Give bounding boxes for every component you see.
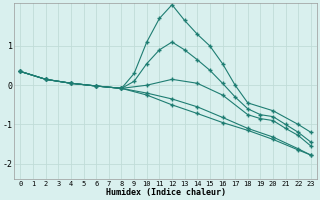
X-axis label: Humidex (Indice chaleur): Humidex (Indice chaleur) [106,188,226,197]
